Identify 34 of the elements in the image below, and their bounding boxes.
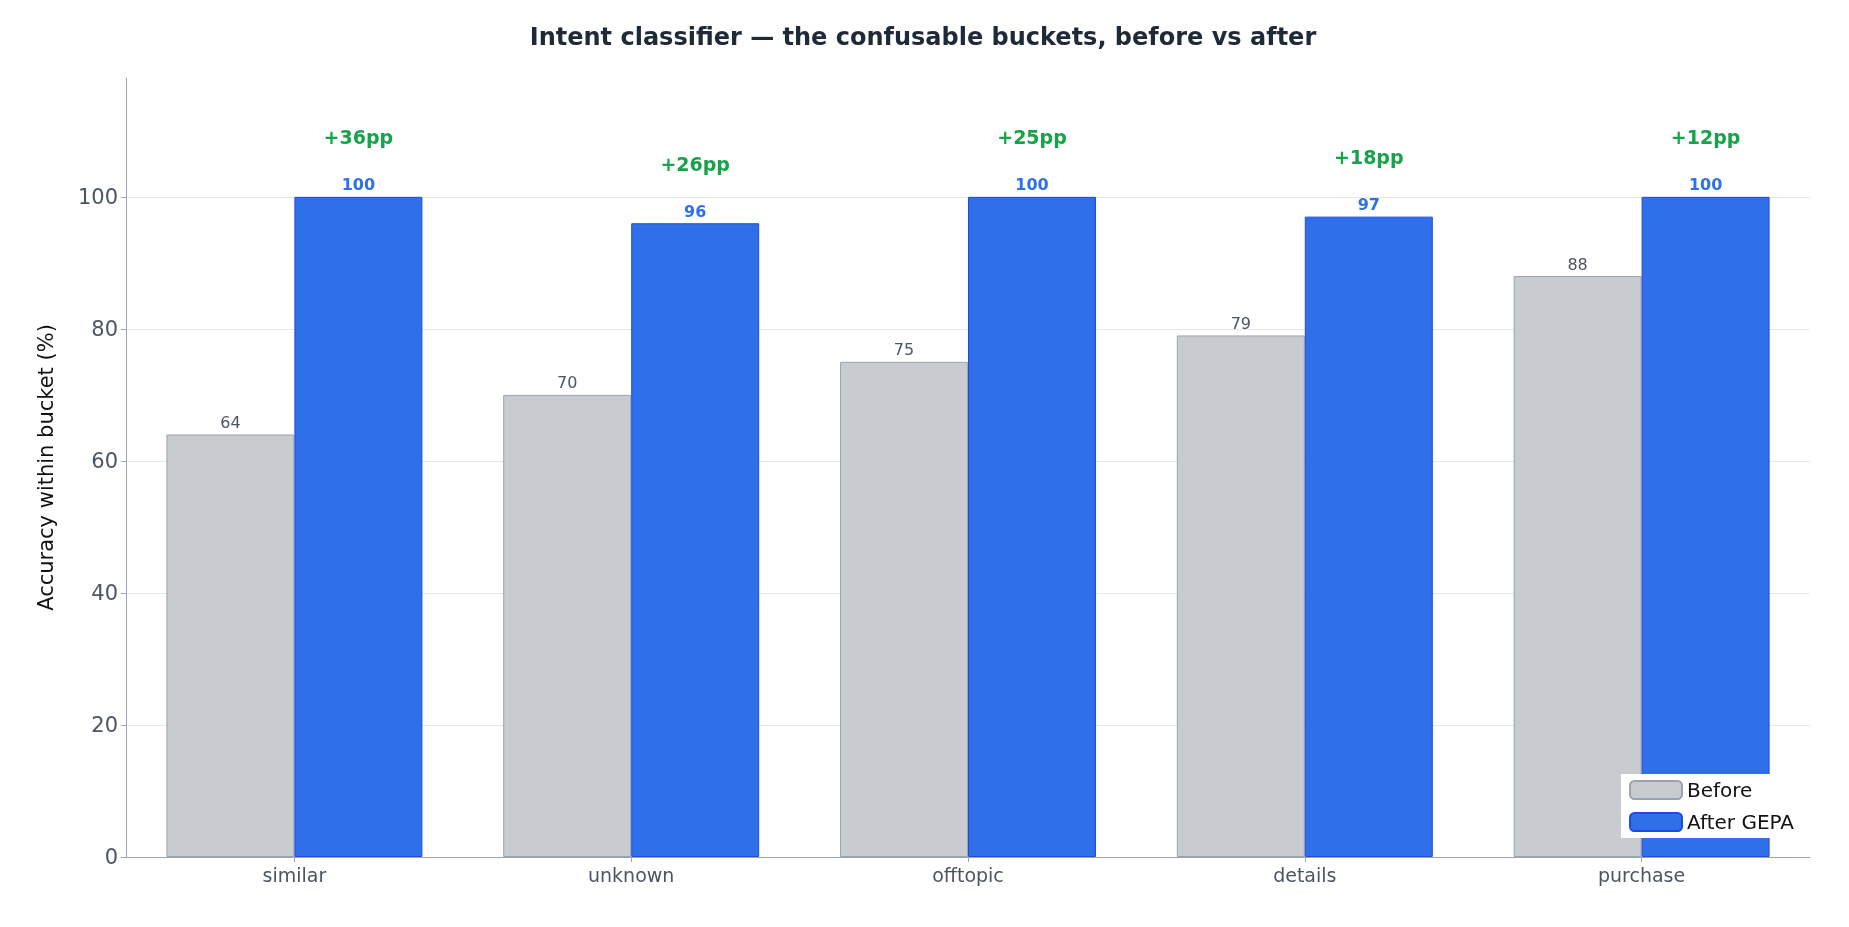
legend-label: After GEPA	[1687, 810, 1795, 834]
data-label: 75	[893, 340, 915, 360]
x-tick-label: similar	[262, 863, 327, 886]
y-tick-label: 40	[91, 580, 118, 605]
annotation: +12pp	[1670, 126, 1741, 149]
bar	[294, 196, 423, 857]
bar	[1304, 216, 1433, 857]
annotation: +25pp	[997, 126, 1067, 149]
x-tick-label: unknown	[588, 863, 675, 886]
data-label: 88	[1567, 254, 1588, 274]
data-label: 64	[220, 412, 241, 432]
y-tick-label: 60	[91, 448, 118, 473]
data-label: 97	[1357, 195, 1380, 215]
x-tick-label: offtopic	[932, 863, 1004, 886]
data-label: 70	[557, 373, 578, 393]
annotation: +36pp	[323, 126, 394, 149]
data-label: 100	[341, 175, 376, 195]
y-tick-label: 100	[77, 184, 118, 209]
bar	[631, 223, 760, 857]
bar	[968, 196, 1096, 857]
data-label: 79	[1230, 313, 1251, 333]
x-tick-label: purchase	[1597, 863, 1686, 886]
y-tick-label: 0	[104, 845, 118, 869]
annotation: +18pp	[1334, 146, 1404, 169]
chart-title: Intent classifier — the confusable buckets, before vs after	[529, 23, 1317, 51]
x-tick-label: details	[1273, 863, 1337, 886]
annotation: +26pp	[660, 152, 730, 175]
data-label: 96	[684, 201, 707, 221]
data-label: 100	[1688, 175, 1723, 195]
data-label: 100	[1015, 175, 1049, 195]
y-axis-title: Accuracy within bucket (%)	[33, 324, 58, 611]
y-tick-label: 80	[91, 316, 118, 341]
y-tick-label: 20	[91, 712, 118, 737]
legend-label: Before	[1687, 778, 1753, 802]
